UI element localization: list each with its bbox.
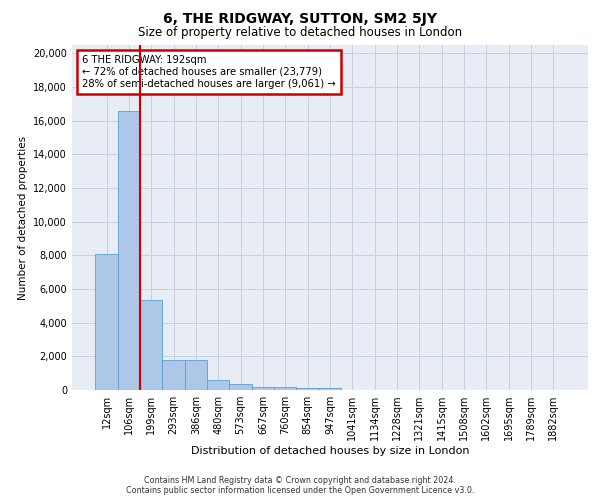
X-axis label: Distribution of detached houses by size in London: Distribution of detached houses by size … bbox=[191, 446, 469, 456]
Bar bbox=[95, 254, 118, 390]
Text: Size of property relative to detached houses in London: Size of property relative to detached ho… bbox=[138, 26, 462, 39]
Bar bbox=[296, 388, 319, 390]
Bar bbox=[163, 360, 185, 390]
Bar bbox=[229, 384, 252, 390]
Bar bbox=[252, 386, 274, 390]
Bar bbox=[118, 110, 140, 390]
Y-axis label: Number of detached properties: Number of detached properties bbox=[18, 136, 28, 300]
Bar bbox=[185, 360, 207, 390]
Text: Contains HM Land Registry data © Crown copyright and database right 2024.
Contai: Contains HM Land Registry data © Crown c… bbox=[126, 476, 474, 495]
Text: 6, THE RIDGWAY, SUTTON, SM2 5JY: 6, THE RIDGWAY, SUTTON, SM2 5JY bbox=[163, 12, 437, 26]
Bar bbox=[319, 388, 341, 390]
Bar bbox=[207, 380, 229, 390]
Bar bbox=[274, 388, 296, 390]
Bar bbox=[140, 300, 163, 390]
Text: 6 THE RIDGWAY: 192sqm
← 72% of detached houses are smaller (23,779)
28% of semi-: 6 THE RIDGWAY: 192sqm ← 72% of detached … bbox=[82, 56, 336, 88]
